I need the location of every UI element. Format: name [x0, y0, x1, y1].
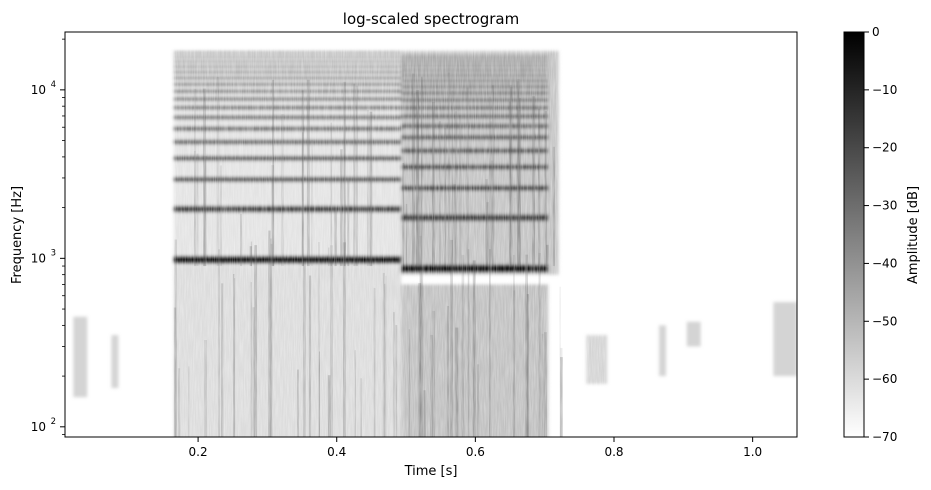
colorbar-tick-label: 0	[872, 25, 880, 39]
y-tick-exponent: 2	[51, 417, 56, 427]
x-tick-label: 0.4	[327, 445, 346, 459]
chart-title: log-scaled spectrogram	[343, 10, 519, 28]
colorbar-tick-label: −20	[872, 141, 897, 155]
noise-blob	[659, 325, 666, 377]
x-axis: 0.2 0.4 0.6 0.8 1.0	[189, 437, 762, 459]
y-tick-exponent: 3	[51, 248, 56, 258]
colorbar-tick-label: −40	[872, 256, 897, 270]
y-tick-label: 10	[31, 420, 46, 434]
plot-frame	[64, 31, 798, 438]
noise-blob	[586, 335, 608, 384]
colorbar-tick-label: −50	[872, 314, 897, 328]
x-tick-label: 0.8	[604, 445, 623, 459]
colorbar-tick-label: −30	[872, 199, 897, 213]
y-tick-label: 10	[31, 83, 46, 97]
x-tick-label: 0.2	[189, 445, 208, 459]
noise-blob	[686, 321, 701, 347]
x-tick-label: 0.6	[466, 445, 485, 459]
x-axis-label: Time [s]	[404, 464, 458, 479]
colorbar-axis: 0 −10 −20 −30 −40 −50 −60 −70	[864, 25, 897, 444]
noise-blob	[773, 302, 797, 377]
y-tick-label: 10	[31, 251, 46, 265]
x-tick-label: 1.0	[743, 445, 762, 459]
colorbar-tick-label: −70	[872, 430, 897, 444]
spectrogram-image	[73, 48, 797, 437]
colorbar-tick-label: −10	[872, 83, 897, 97]
noise-blob	[111, 335, 119, 388]
colorbar-tick-label: −60	[872, 372, 897, 386]
y-tick-exponent: 4	[51, 80, 56, 90]
y-axis-label: Frequency [Hz]	[10, 186, 25, 284]
colorbar-label: Amplitude [dB]	[906, 186, 921, 284]
noise-blob	[73, 316, 88, 398]
spectrogram-grain	[170, 48, 566, 437]
y-axis: 10 2 10 3 10 4	[31, 38, 65, 435]
colorbar	[843, 31, 865, 438]
